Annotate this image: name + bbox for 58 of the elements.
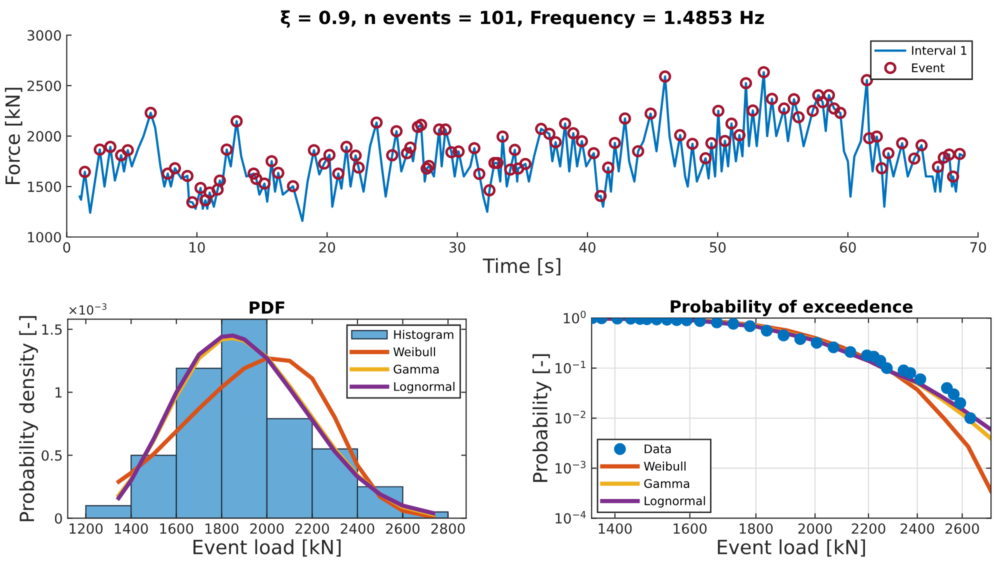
x-tick-label: 10 (190, 242, 205, 253)
legend-label: Data (644, 444, 671, 454)
y-tick-label: 2000 (28, 131, 61, 142)
legend-label: Gamma (394, 364, 439, 374)
y-tick-label: 10$^{−4}$ (556, 511, 586, 524)
x-tick-label: 2400 (900, 523, 934, 534)
y-axis-title: Probability [-] (532, 354, 552, 482)
x-tick-label: 20 (319, 242, 336, 253)
y-tick-label: 1.5 (42, 324, 62, 335)
y-axis-title: Force [kN] (4, 88, 22, 184)
x-tick-label: 1800 (206, 523, 238, 534)
y-tick-label: 0 (54, 513, 62, 524)
y-tick-label: 10$^{−3}$ (556, 460, 586, 474)
text: ×10$^{−3}$ (69, 303, 106, 315)
y-tick-label: 0.5 (42, 450, 62, 461)
x-axis-title: Event load [kN] (194, 539, 341, 557)
y-tick-label: 1500 (28, 182, 61, 192)
legend-label: Histogram (394, 330, 454, 342)
x-tick-label: 2000 (798, 523, 832, 534)
x-tick-label: 2200 (296, 523, 329, 534)
chart-title: ξ = 0.9, n events = 101, Frequency = 1.4853 Hz (280, 10, 764, 28)
x-tick-label: 1800 (740, 523, 773, 534)
x-tick-label: 1400 (114, 523, 148, 534)
chart-title: PDF (250, 302, 284, 314)
legend-label: Event (912, 63, 945, 72)
x-tick-label: 2600 (946, 523, 979, 534)
chart-title: Probability of exceedence (670, 300, 913, 316)
x-tick-label: 70 (970, 242, 986, 253)
y-tick-label: 10$^{0}$ (564, 310, 586, 324)
x-tick-label: 1600 (160, 523, 194, 534)
legend-label: Lognormal (394, 382, 454, 394)
x-tick-label: 40 (579, 242, 596, 253)
y-tick-label: 3000 (28, 30, 61, 41)
x-tick-label: 1600 (674, 523, 707, 534)
x-tick-label: 30 (450, 242, 466, 253)
y-tick-label: 2500 (28, 80, 61, 92)
legend-label: Lognormal (644, 496, 705, 508)
legend-label: Weibull (393, 347, 435, 356)
y-tick-label: 1 (56, 387, 62, 398)
x-tick-label: 2200 (852, 523, 886, 534)
x-tick-label: 1400 (598, 523, 632, 534)
x-tick-label: 2800 (431, 523, 465, 534)
y-axis-title: Probability density [-] (19, 316, 38, 522)
x-tick-label: 60 (840, 242, 856, 253)
x-axis-title: Event load [kN] (718, 539, 865, 557)
y-tick-label: 1000 (28, 232, 61, 242)
x-tick-label: 1200 (70, 523, 103, 534)
legend-label: Interval 1 (912, 46, 966, 55)
x-tick-label: 2400 (340, 523, 374, 534)
x-tick-label: 0 (63, 242, 70, 253)
x-tick-label: 2000 (250, 523, 284, 534)
legend-label: Weibull (644, 462, 686, 471)
y-tick-label: 10$^{−1}$ (556, 360, 586, 374)
legend-label: Gamma (644, 479, 690, 488)
x-tick-label: 50 (710, 242, 726, 253)
x-tick-label: 2600 (386, 523, 420, 534)
y-tick-label: 10$^{−2}$ (556, 410, 586, 424)
x-axis-title: Time [s] (482, 258, 560, 276)
